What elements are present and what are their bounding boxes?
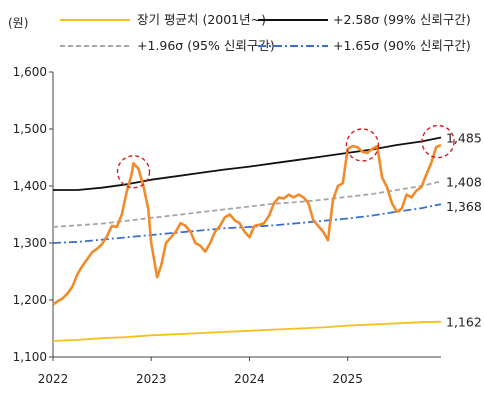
series-long-term-average <box>52 320 442 342</box>
series-exchange-rate <box>52 143 442 306</box>
x-tick-label: 2022 <box>38 372 69 386</box>
legend-item-long-term-average: 장기 평균치 (2001년~) <box>60 12 266 27</box>
highlight-circle <box>345 128 380 162</box>
x-tick-label: 2023 <box>136 372 167 386</box>
legend-label-90-band: +1.65σ (90% 신뢰구간) <box>333 38 471 53</box>
series-99-band <box>53 136 442 191</box>
legend-label-99-band: +2.58σ (99% 신뢰구간) <box>333 12 471 27</box>
end-labels: 1,485 1,408 1,368 1,162 <box>446 131 482 330</box>
highlight-circle <box>421 124 455 159</box>
legend-item-95-band: +1.96σ (95% 신뢰구간) <box>60 38 275 53</box>
series-layer <box>52 136 442 342</box>
legend-label-95-band: +1.96σ (95% 신뢰구간) <box>137 38 275 53</box>
x-tick-label: 2024 <box>234 372 265 386</box>
highlight-layer <box>116 124 455 189</box>
y-unit-label: (원) <box>8 16 28 30</box>
legend-item-90-band: +1.65σ (90% 신뢰구간) <box>258 38 471 53</box>
series-90-band <box>52 203 442 244</box>
end-label-99-band: 1,485 <box>446 131 482 146</box>
series-95-band <box>52 180 442 228</box>
x-tick-label: 2025 <box>332 372 363 386</box>
legend-item-99-band: +2.58σ (99% 신뢰구간) <box>258 12 471 27</box>
y-tick-label: 1,300 <box>13 236 47 250</box>
y-tick-label: 1,500 <box>13 122 47 136</box>
y-tick-label: 1,400 <box>13 179 47 193</box>
end-label-95-band: 1,408 <box>446 174 482 189</box>
end-label-long-term-average: 1,162 <box>446 315 482 330</box>
y-tick-label: 1,200 <box>13 293 47 307</box>
highlight-circle <box>116 155 151 189</box>
y-tick-label: 1,600 <box>13 65 47 79</box>
legend-label-long-term-average: 장기 평균치 (2001년~) <box>137 12 266 27</box>
end-label-90-band: 1,368 <box>446 199 482 214</box>
y-tick-label: 1,100 <box>13 350 47 364</box>
legend: 장기 평균치 (2001년~) +2.58σ (99% 신뢰구간) +1.96σ… <box>60 12 471 53</box>
axes: 1,100 1,200 1,300 1,400 1,500 1,600 2022 2023 20… <box>13 65 441 386</box>
